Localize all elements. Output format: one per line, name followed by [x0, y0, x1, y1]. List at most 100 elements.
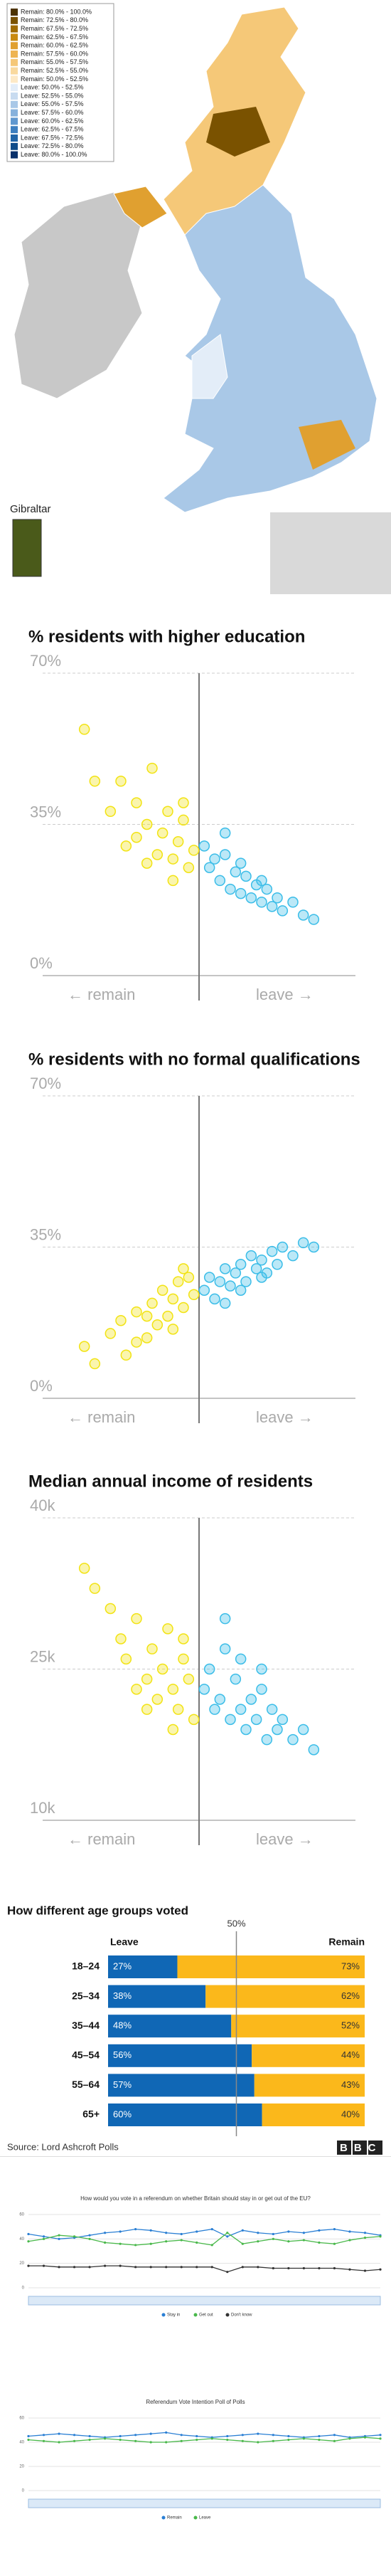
chart-title: How different age groups voted — [7, 1904, 188, 1917]
value-label: 60% — [113, 2108, 132, 2119]
point — [272, 1259, 283, 1270]
point — [88, 2266, 91, 2269]
point — [27, 2439, 30, 2442]
point — [219, 1643, 231, 1654]
point — [245, 1250, 257, 1262]
line — [28, 2265, 381, 2273]
point — [162, 1623, 173, 1635]
point — [149, 2432, 152, 2435]
legend-swatch — [11, 93, 18, 100]
bar — [108, 2044, 252, 2067]
legend-label: Remain: 50.0% - 52.5% — [21, 75, 88, 83]
point — [277, 1714, 289, 1726]
point — [156, 1663, 168, 1675]
point — [58, 2234, 60, 2237]
point — [183, 862, 195, 873]
point — [89, 1583, 101, 1594]
point — [178, 1302, 189, 1314]
point — [379, 2235, 382, 2238]
point — [104, 2264, 107, 2267]
category-label: 35–44 — [72, 2020, 100, 2031]
point — [165, 2240, 168, 2243]
bar — [108, 1985, 206, 2008]
point — [131, 797, 142, 808]
london — [299, 420, 355, 470]
legend-swatch — [11, 58, 18, 66]
point — [266, 901, 278, 912]
legend-swatch — [11, 67, 18, 75]
x-tick-label: 50% — [227, 1918, 245, 1928]
legend-swatch — [11, 16, 18, 24]
legend-label: Leave: 55.0% - 57.5% — [21, 100, 84, 107]
legend-swatch — [11, 151, 18, 159]
legend-label: Remain: 72.5% - 80.0% — [21, 16, 88, 23]
point — [203, 1663, 215, 1675]
point — [363, 2269, 367, 2272]
point — [250, 1714, 262, 1726]
legend-label: Remain: 62.5% - 67.5% — [21, 33, 88, 41]
point — [131, 831, 142, 843]
point — [141, 1332, 153, 1344]
point — [58, 2441, 60, 2444]
point — [167, 1324, 179, 1335]
point — [151, 1694, 164, 1705]
legend-label: Leave: 62.5% - 67.5% — [21, 126, 84, 133]
legend-box — [6, 3, 114, 162]
point — [196, 2266, 198, 2269]
point — [180, 2232, 183, 2236]
point — [348, 2230, 351, 2233]
legend-swatch — [11, 134, 18, 142]
point — [318, 2439, 321, 2442]
point — [198, 1684, 210, 1695]
point — [42, 2235, 45, 2238]
point — [210, 2437, 213, 2440]
bar — [108, 2074, 255, 2097]
point — [308, 1241, 320, 1253]
bar — [254, 2074, 365, 2097]
legend-label: Leave: 57.5% - 60.0% — [21, 109, 84, 116]
legend-label: Leave: 80.0% - 100.0% — [21, 151, 87, 158]
point — [214, 875, 226, 887]
point — [172, 1276, 184, 1287]
point — [235, 1704, 247, 1715]
point — [146, 762, 158, 774]
navigator — [28, 2296, 381, 2306]
point — [219, 827, 231, 839]
chart-title: Referendum Vote Intention Poll of Polls — [146, 2399, 245, 2405]
point — [151, 1319, 164, 1331]
point — [209, 1293, 220, 1305]
point — [230, 866, 242, 878]
point — [141, 818, 153, 830]
point — [235, 887, 247, 899]
point — [235, 1259, 247, 1270]
point — [165, 2431, 168, 2434]
bar — [205, 1985, 365, 2008]
point — [226, 2235, 229, 2238]
point — [333, 2266, 336, 2270]
legend-label: Stay in — [167, 2313, 180, 2318]
point — [266, 1245, 278, 1257]
legend-label: Leave: 52.5% - 55.0% — [21, 92, 84, 99]
point — [104, 2241, 107, 2244]
y-tick-label: 60 — [19, 2417, 24, 2421]
point — [287, 2266, 290, 2270]
legend-swatch — [11, 51, 18, 58]
point — [308, 1744, 320, 1756]
point — [219, 1612, 231, 1625]
chart-title: % residents with higher education — [28, 627, 305, 646]
point — [308, 914, 320, 925]
point — [146, 1297, 158, 1309]
legend-swatch — [11, 25, 18, 33]
point — [115, 776, 127, 787]
y-tick-label: 40 — [19, 2237, 24, 2242]
point — [73, 2434, 76, 2437]
bar — [108, 2015, 232, 2038]
point — [230, 1267, 242, 1279]
point — [131, 1306, 142, 1318]
point — [333, 2434, 336, 2437]
point — [73, 2235, 76, 2238]
y-tick-label: 0% — [30, 1377, 53, 1395]
point — [88, 2434, 91, 2438]
legend-swatch — [11, 84, 18, 92]
point — [277, 1241, 289, 1253]
